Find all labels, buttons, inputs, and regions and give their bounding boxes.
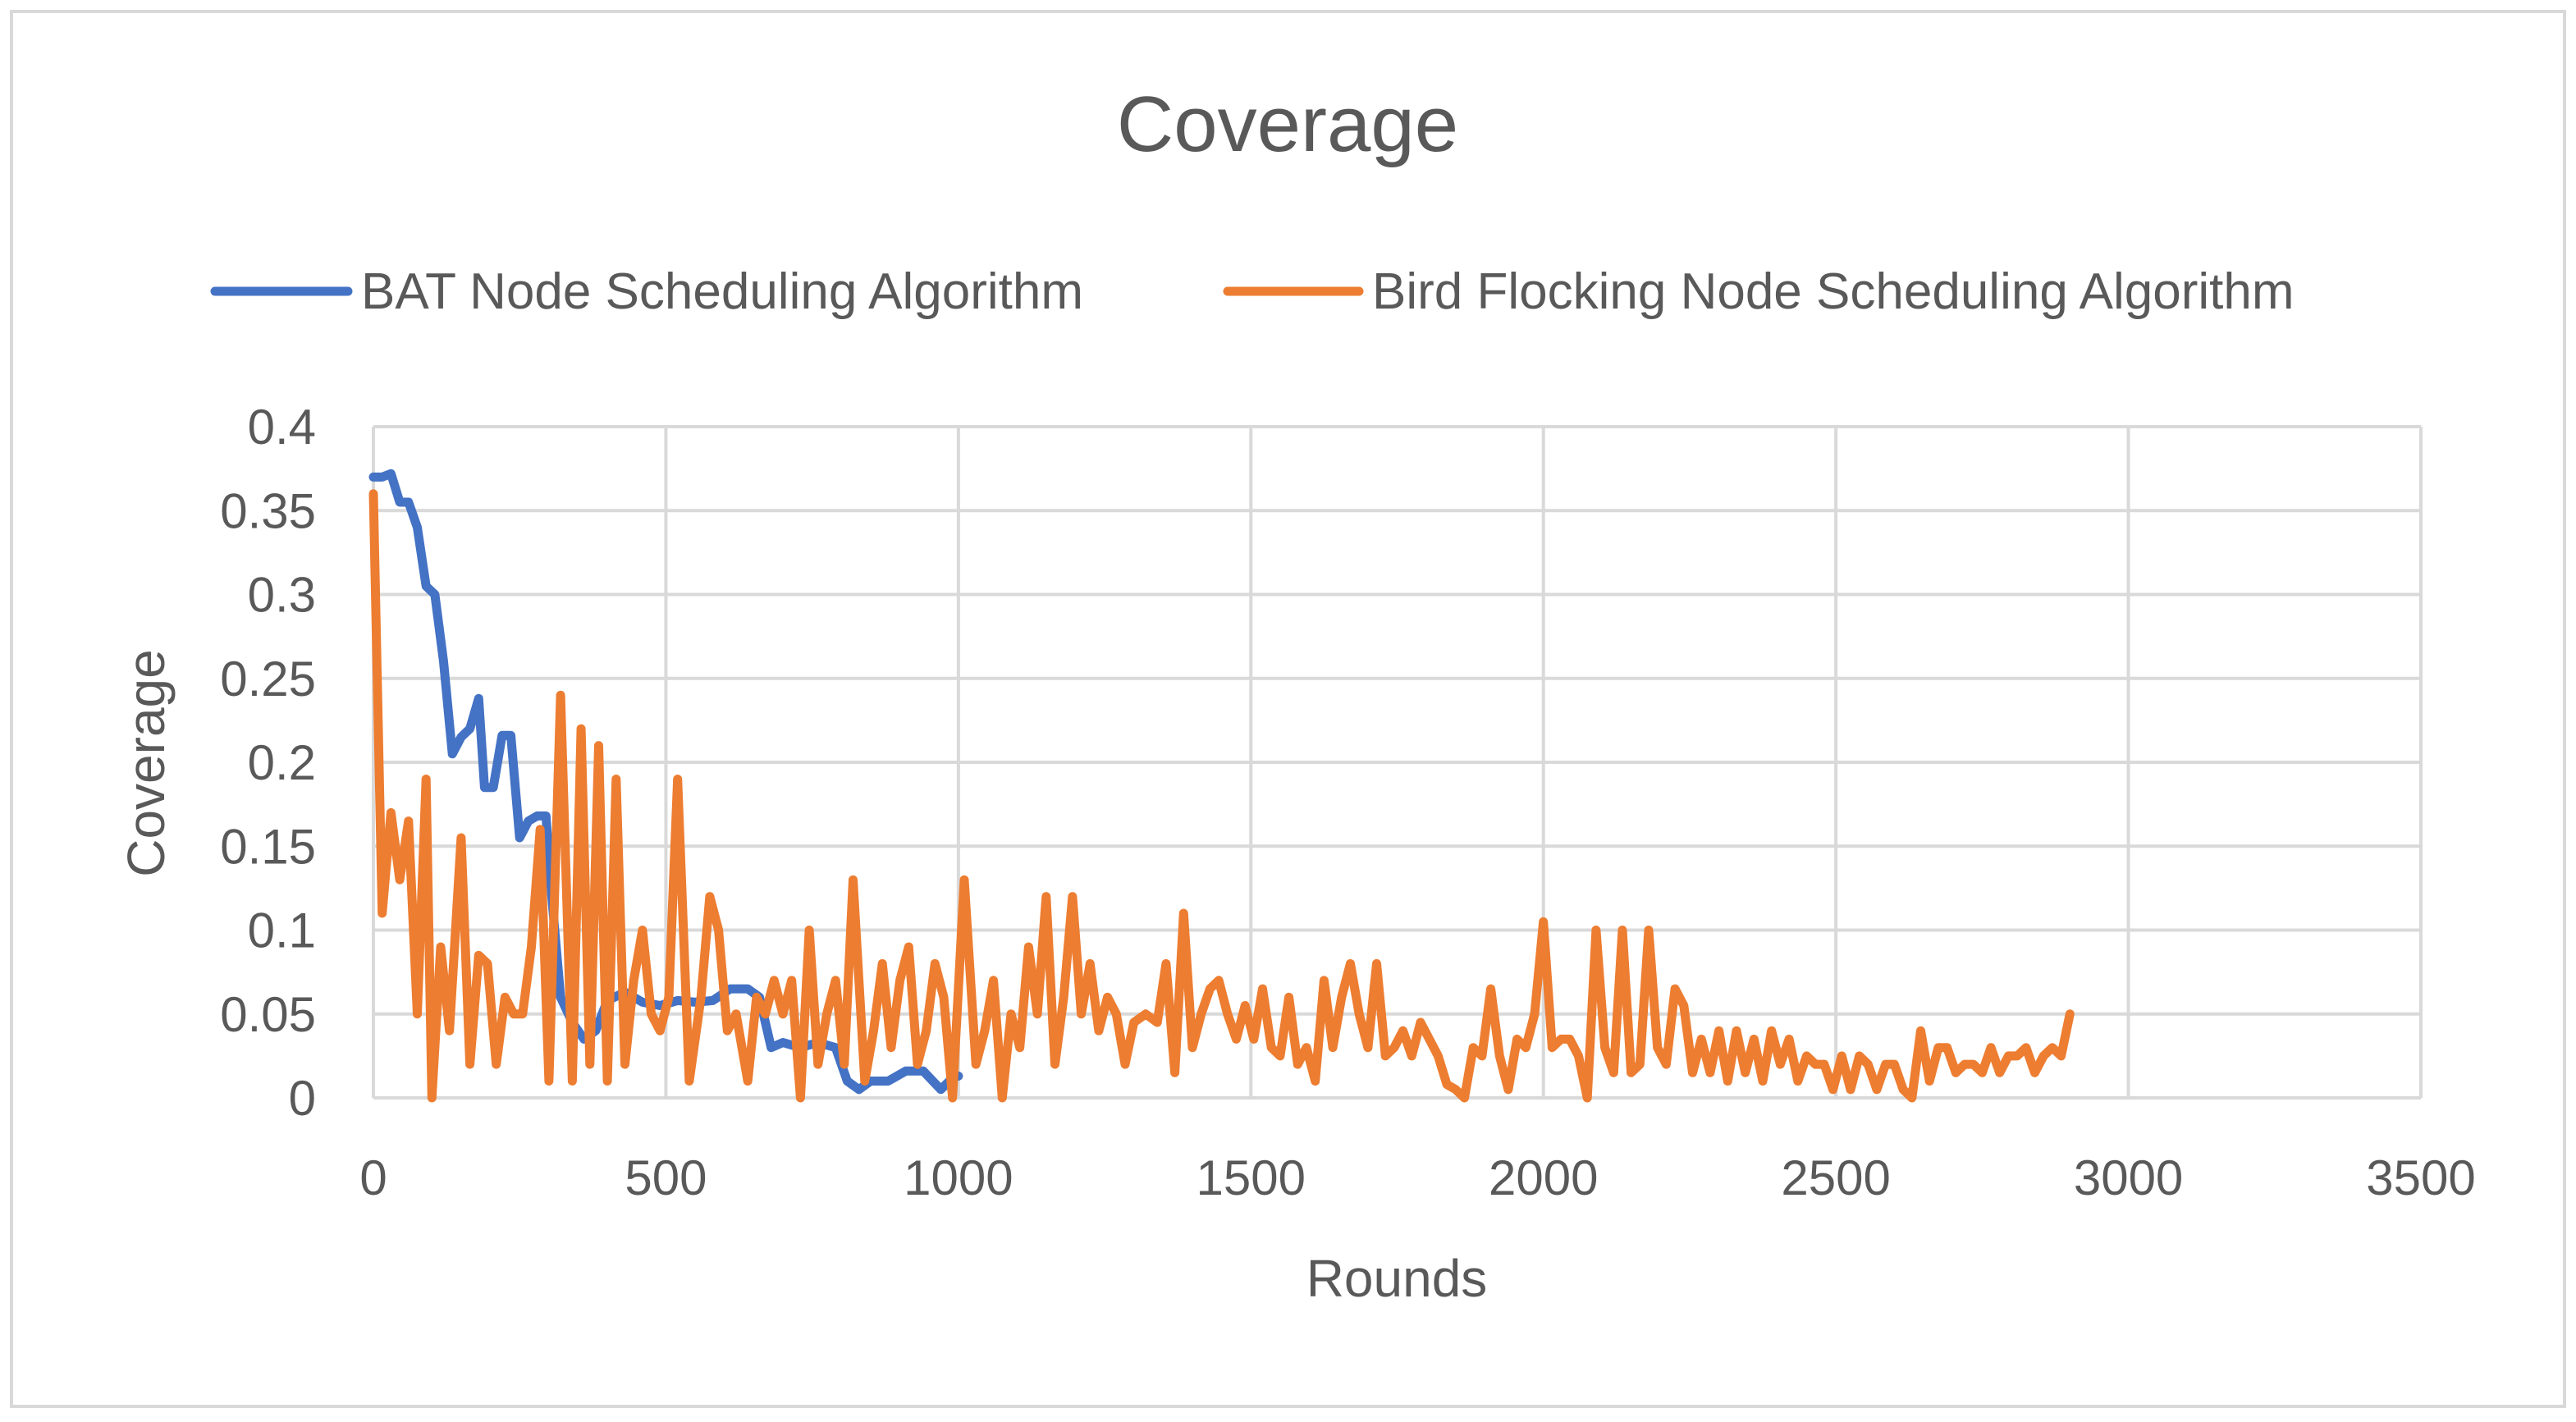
x-axis-label: Rounds [1306,1249,1488,1308]
y-tick-label: 0.15 [220,819,316,874]
legend: BAT Node Scheduling Algorithm Bird Flocki… [210,263,2294,320]
x-axis-ticks: 0 500 1000 1500 2000 2500 3000 3500 [359,1150,2475,1205]
legend-label: Bird Flocking Node Scheduling Algorithm [1372,263,2294,320]
y-tick-label: 0.35 [220,483,316,538]
y-axis-ticks: 0 0.05 0.1 0.15 0.2 0.25 0.3 0.35 0.4 [220,400,316,1126]
y-axis-label: Coverage [117,649,176,877]
y-tick-label: 0.25 [220,652,316,706]
x-tick-label: 1500 [1196,1150,1306,1205]
x-tick-label: 0 [359,1150,387,1205]
x-tick-label: 2500 [1781,1150,1890,1205]
y-tick-label: 0.05 [220,987,316,1042]
chart-title: Coverage [1117,80,1458,168]
y-tick-label: 0 [289,1071,316,1126]
x-tick-label: 2000 [1489,1150,1598,1205]
x-tick-label: 3000 [2074,1150,2183,1205]
gridlines [372,425,2423,1100]
series-lines [368,469,2075,1103]
x-tick-label: 500 [625,1150,707,1205]
y-tick-label: 0.3 [248,568,316,623]
legend-label: BAT Node Scheduling Algorithm [361,263,1083,320]
x-tick-label: 3500 [2366,1150,2475,1205]
series-line-2 [368,489,2075,1103]
y-tick-label: 0.1 [248,903,316,958]
chart-border [10,10,2566,1408]
x-tick-label: 1000 [904,1150,1013,1205]
y-tick-label: 0.4 [248,400,316,455]
y-tick-label: 0.2 [248,735,316,790]
